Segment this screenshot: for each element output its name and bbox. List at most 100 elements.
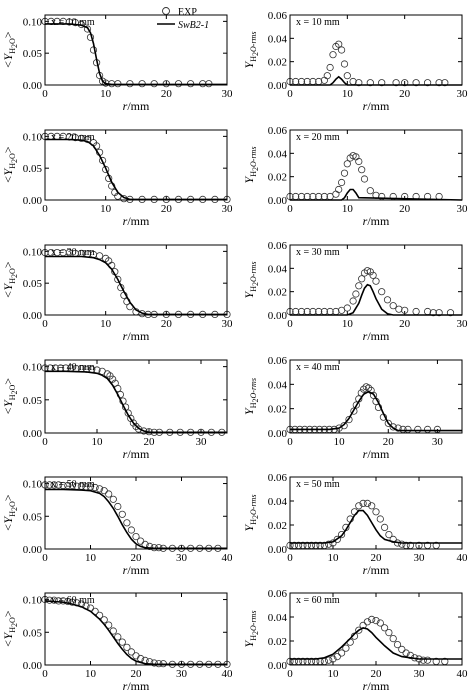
exp-marker [369, 391, 378, 399]
exp-marker [363, 499, 371, 507]
exp-marker [393, 640, 402, 649]
y-tick-label: 0.00 [268, 195, 288, 207]
exp-marker [326, 63, 334, 72]
x-tick-label: 0 [287, 668, 293, 680]
y-tick-label: 0.05 [23, 48, 43, 60]
exp-marker [50, 481, 58, 489]
exp-marker [360, 175, 369, 183]
y-label-post: > [1, 378, 15, 385]
position-annotation: x = 60 mm [296, 595, 340, 606]
x-label-unit: /mm [367, 447, 390, 461]
y-label-sub: H [8, 48, 17, 54]
y-label-sub: H [249, 56, 258, 62]
y-label-sub: H [249, 171, 258, 177]
exp-marker [363, 618, 371, 626]
y-axis-label: <YH2O> [1, 146, 19, 183]
x-tick-label: 0 [42, 203, 48, 215]
exp-marker [335, 40, 343, 48]
exp-marker [114, 275, 122, 283]
position-annotation: x = 10 mm [51, 17, 95, 28]
x-tick-label: 20 [161, 203, 173, 215]
y-tick-label: 0.00 [268, 80, 288, 92]
exp-marker [358, 275, 366, 283]
axes-frame [44, 476, 228, 550]
y-label-pre: <Y [1, 515, 15, 531]
y-label-sub3: O [8, 268, 17, 274]
y-label-sub3: O [8, 501, 17, 507]
exp-marker [91, 483, 99, 492]
exp-marker [64, 597, 72, 606]
exp-marker [366, 79, 374, 87]
x-tick-label: 20 [144, 436, 156, 448]
exp-marker [68, 481, 76, 490]
exp-marker [395, 305, 403, 313]
exp-marker [114, 502, 122, 511]
panel-R6: 0 10 20 30 40 0.00 0.02 0.04 0.06 x = 60 mm r/mm YH… [242, 588, 468, 693]
exp-marker [359, 499, 367, 507]
x-tick-label: 30 [457, 203, 469, 215]
x-axis-label: r/mm [123, 447, 150, 461]
panel-R3: 0 10 20 30 0.00 0.02 0.04 0.06 x = 30 mm r/mm YH2O… [242, 240, 468, 343]
y-tick-label: 0.02 [268, 636, 287, 648]
y-tick-label: 0.10 [23, 16, 43, 28]
y-tick-label: 0.02 [268, 520, 287, 532]
y-axis-label: <YH2O> [1, 378, 19, 415]
y-axis-label: <YH2O> [1, 494, 19, 531]
x-tick-label: 20 [131, 552, 143, 564]
exp-marker [329, 51, 337, 59]
y-tick-label: 0.02 [268, 287, 287, 299]
exp-marker [402, 649, 410, 657]
y-tick-label: 0.02 [268, 172, 287, 184]
exp-marker [118, 510, 126, 518]
exp-marker [384, 419, 392, 427]
position-annotation: x = 60 mm [51, 595, 95, 606]
x-tick-label: 30 [222, 88, 234, 100]
axes-frame [44, 14, 228, 86]
legend-model-label: SwB2-1 [178, 20, 209, 31]
panel-L1: 0 10 20 30 0.00 0.05 0.10 x = 10 mm r/mm <YH2O> EX… [1, 7, 233, 113]
x-label-symbol: r [123, 679, 128, 693]
exp-marker [103, 370, 112, 378]
y-label-sub: H [8, 511, 17, 517]
axes-frame [289, 359, 463, 434]
legend: EXP SwB2-1 [157, 7, 209, 31]
panel-R4: 0 10 20 30 0.00 0.02 0.04 0.06 x = 40 mm r/mm YH2O… [242, 355, 463, 461]
axes-frame [44, 592, 228, 666]
y-tick-label: 0.00 [23, 544, 43, 556]
y-label-sub: H [249, 519, 258, 525]
exp-marker [343, 72, 351, 80]
exp-marker [123, 519, 131, 527]
exp-marker [352, 401, 360, 409]
y-label-pre: <Y [1, 282, 15, 298]
exp-marker [372, 277, 380, 285]
x-label-unit: /mm [367, 563, 390, 577]
exp-marker [135, 425, 143, 433]
y-tick-label: 0.04 [268, 33, 288, 45]
x-tick-label: 30 [222, 318, 234, 330]
y-label-sub3: O-rms [249, 262, 258, 282]
exp-marker [378, 288, 386, 296]
exp-marker [323, 72, 331, 80]
x-label-symbol: r [123, 329, 128, 343]
y-label-post: > [1, 610, 15, 617]
exp-marker [378, 79, 386, 87]
exp-marker [118, 638, 126, 646]
y-tick-label: 0.02 [268, 57, 287, 69]
position-annotation: x = 20 mm [51, 132, 95, 143]
axes-frame [44, 359, 228, 434]
y-tick-label: 0.00 [23, 80, 43, 92]
x-tick-label: 10 [328, 668, 340, 680]
exp-marker [127, 526, 135, 534]
exp-marker [423, 656, 432, 664]
exp-marker [398, 645, 406, 654]
position-annotation: x = 50 mm [51, 479, 95, 490]
y-label-sub3: O [8, 38, 17, 44]
x-tick-label: 20 [371, 668, 383, 680]
y-axis-label: YH2O-rms [242, 378, 260, 415]
exp-marker [137, 537, 145, 545]
exp-marker [337, 530, 346, 539]
y-tick-label: 0.00 [268, 310, 288, 322]
x-label-unit: /mm [127, 447, 150, 461]
exp-marker [355, 502, 363, 510]
x-tick-label: 40 [457, 552, 469, 564]
